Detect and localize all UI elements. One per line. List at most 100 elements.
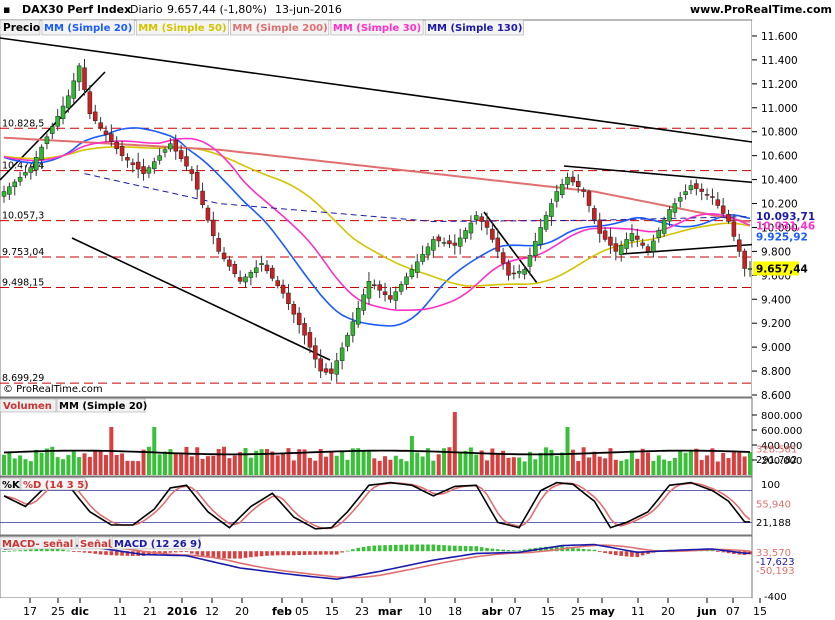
instrument-name: DAX30 Perf Index — [22, 3, 131, 16]
volume-bar — [554, 456, 559, 475]
candle-body — [168, 143, 173, 150]
candle-body — [559, 184, 565, 196]
volume-bar — [50, 446, 55, 475]
volume-bar — [624, 459, 629, 475]
volume-bar — [420, 456, 425, 475]
volume-bar — [619, 460, 624, 475]
candle-body — [624, 239, 629, 249]
macd-hist-bar — [211, 551, 216, 558]
candle-body — [549, 203, 554, 217]
trendline[interactable] — [0, 37, 753, 143]
macd-hist-bar — [420, 544, 425, 552]
macd-hist-bar — [587, 549, 591, 552]
macd-hist-bar — [592, 549, 597, 552]
macd-hist-bar — [383, 545, 387, 552]
candle-body — [211, 219, 216, 237]
volume-bar — [586, 457, 591, 475]
stochastic-axis: 100 55,940 21,188 — [756, 480, 791, 529]
candle-body — [345, 334, 350, 347]
candle-body — [388, 295, 393, 300]
trendline[interactable] — [563, 165, 761, 184]
candle-body — [597, 219, 602, 234]
volume-bar — [506, 457, 511, 475]
candle-body — [141, 166, 146, 174]
legend-item-box[interactable] — [230, 19, 330, 36]
date-tick-label: 2016 — [167, 605, 198, 618]
macd-hist-bar — [179, 551, 183, 553]
macd-hist-bar — [442, 545, 446, 552]
macd-hist-bar — [292, 551, 296, 556]
volume-bar — [71, 450, 76, 475]
macd-hist-bar — [640, 551, 645, 556]
volume-title: Volumen — [3, 401, 52, 412]
volume-bar — [640, 448, 645, 475]
volume-panel: Volumen MM (Simple 20) 200.000 400.000 600.… — [0, 397, 802, 477]
legend-item: MM (Simple 130) — [427, 23, 522, 34]
candle-body — [232, 264, 238, 275]
macd-hist-bar — [157, 551, 162, 554]
candle-body — [516, 271, 522, 274]
macd-hist-bar — [715, 551, 720, 552]
macd-hist-bar — [340, 551, 344, 553]
site-url[interactable]: www.ProRealTime.com — [690, 3, 832, 16]
legend-item-box[interactable] — [135, 19, 229, 36]
legend-item-box[interactable] — [424, 19, 524, 36]
candle-body — [441, 242, 447, 244]
candle-body — [280, 284, 286, 294]
macd-hist-bar — [410, 544, 414, 552]
macd-hist-bar — [490, 548, 495, 552]
candle-body — [87, 91, 93, 115]
price-tick-label: 11.200 — [761, 79, 798, 91]
price-tick-label: 10.400 — [761, 175, 798, 187]
candle-body — [570, 176, 576, 183]
volume-bar — [731, 450, 736, 475]
volume-tick-label: 600.000 — [761, 426, 802, 437]
volume-bar — [737, 451, 742, 475]
candle-body — [656, 230, 662, 238]
volume-bar — [329, 451, 334, 475]
volume-bar — [372, 458, 377, 475]
candle-body — [55, 116, 60, 127]
macd-hist-bar — [93, 551, 98, 554]
candle-body — [313, 345, 318, 360]
macd-legend-label: Señal — [80, 539, 111, 550]
stoch-tag: 55,940 — [756, 499, 791, 510]
volume-bar — [324, 456, 329, 475]
macd-legend-box — [77, 536, 111, 550]
candle-body — [194, 171, 200, 190]
legend-item-box[interactable] — [330, 19, 424, 36]
candle-body — [640, 242, 645, 246]
candle-body — [554, 191, 560, 202]
candle-body — [747, 268, 753, 270]
volume-bar — [683, 452, 688, 475]
volume-bar — [28, 461, 33, 475]
price-tick-label: 8.800 — [761, 366, 791, 378]
volume-bar — [522, 461, 527, 475]
volume-bar — [281, 453, 286, 475]
macd-hist-bar — [77, 551, 81, 553]
expand-icon[interactable]: ▪ — [3, 3, 10, 16]
ma-30-line — [3, 137, 751, 311]
macd-hist-bar — [200, 551, 205, 556]
macd-hist-bar — [173, 551, 178, 553]
support-resistance-levels: 10.828,5 10.474,4 10.057,3 9.753,04 9.498,15… — [0, 118, 752, 384]
volume-bar — [576, 461, 581, 475]
volume-bar — [511, 457, 516, 475]
trendline[interactable] — [621, 243, 761, 255]
trendline[interactable] — [71, 237, 331, 361]
date-axis: 17 25 dic 11 21 2016 12 20 feb 05 15 23 mar 10 18 abr 07… — [0, 598, 767, 620]
candle-body — [302, 323, 307, 336]
volume-bar — [98, 450, 103, 475]
volume-bar — [2, 454, 6, 475]
macd-hist-bar — [619, 551, 623, 556]
ma-200-line — [3, 136, 750, 223]
macd-hist-bar — [18, 550, 22, 552]
volume-bar — [527, 451, 532, 475]
macd-hist-bar — [544, 546, 548, 552]
volume-bar — [538, 452, 543, 475]
volume-bar — [490, 448, 495, 475]
volume-bar — [87, 456, 92, 475]
volume-bar — [646, 452, 651, 475]
legend-item-box[interactable] — [41, 19, 135, 36]
volume-bar — [436, 454, 441, 475]
